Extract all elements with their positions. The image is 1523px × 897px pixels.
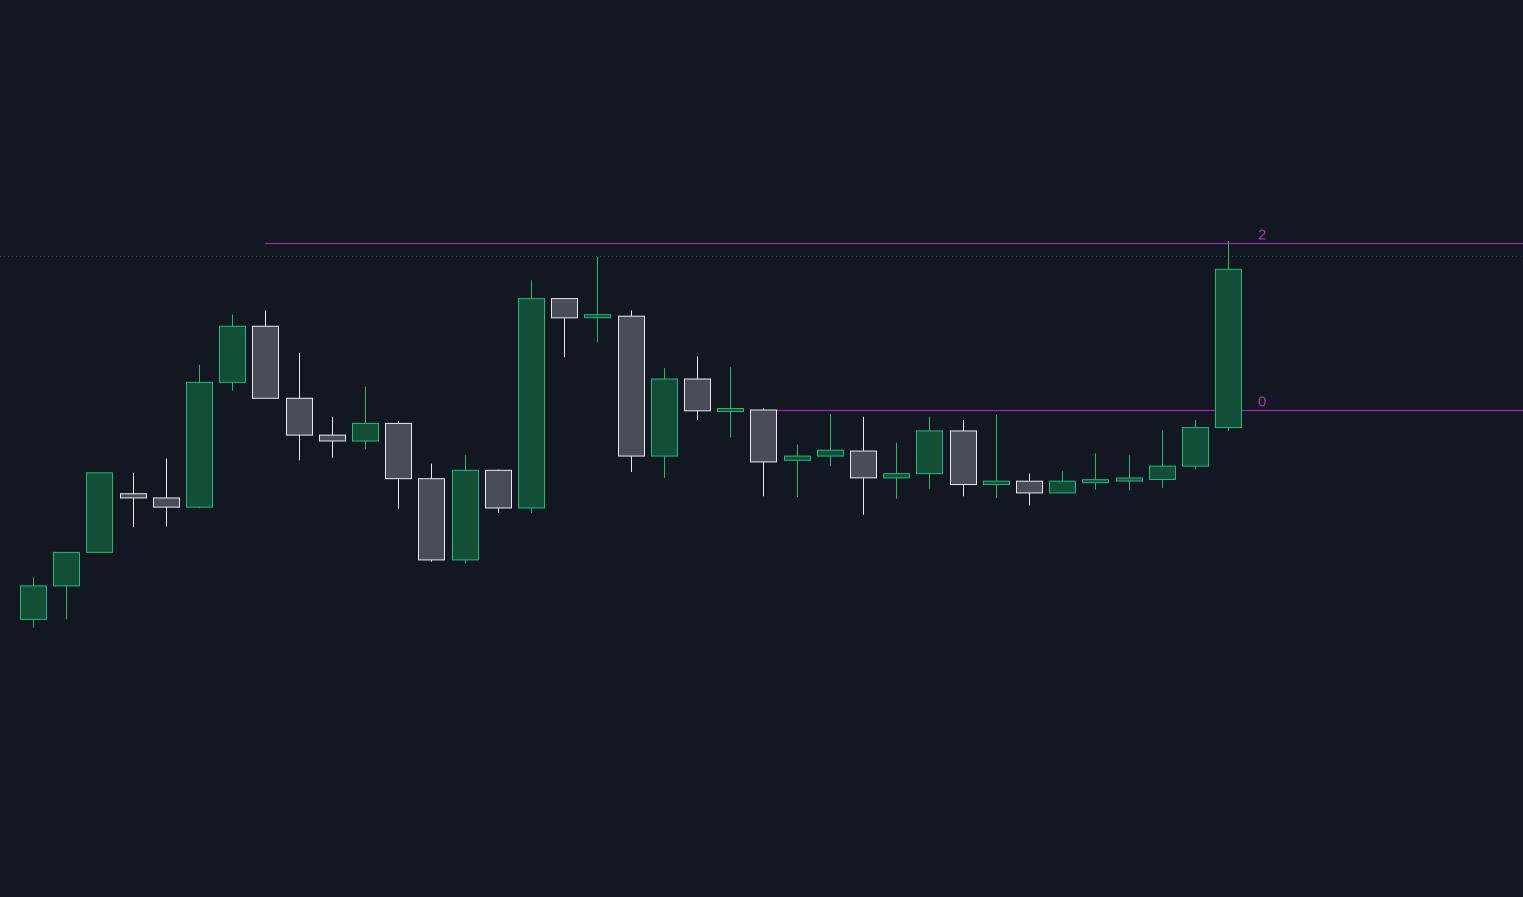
level-label-0: 0 <box>1258 394 1266 411</box>
candle <box>983 415 1010 498</box>
candle-body <box>219 325 246 383</box>
candle <box>850 416 877 515</box>
candle <box>551 298 578 358</box>
candle-body <box>53 551 80 587</box>
candle-body <box>883 473 910 479</box>
candle <box>153 458 180 527</box>
candle <box>252 310 279 399</box>
candle-body <box>651 378 678 457</box>
candle-body <box>518 298 545 509</box>
candle <box>684 356 711 421</box>
candle-body <box>1215 268 1242 429</box>
candle <box>20 577 47 628</box>
candle-body <box>252 325 279 399</box>
candle <box>286 353 313 461</box>
candle-body <box>319 434 346 442</box>
candle-body <box>120 493 147 499</box>
candle <box>418 463 445 562</box>
candle-body <box>584 314 611 319</box>
candle <box>1049 471 1076 494</box>
candle <box>120 472 147 528</box>
candle-body <box>750 409 777 463</box>
candle-body <box>86 472 113 553</box>
candle-body <box>916 430 943 475</box>
candle-body <box>618 315 645 457</box>
candle <box>385 420 412 509</box>
candle <box>53 551 80 620</box>
candle <box>1182 420 1209 470</box>
candle <box>950 420 977 497</box>
candle-body <box>352 422 379 442</box>
candle <box>186 364 213 508</box>
candle <box>1016 473 1043 506</box>
candle <box>1215 240 1242 431</box>
candle <box>750 408 777 497</box>
candle-body <box>983 480 1010 486</box>
candle <box>1149 430 1176 488</box>
candles <box>20 240 1242 628</box>
level-label-2: 2 <box>1258 227 1266 244</box>
candle <box>485 469 512 514</box>
candle-body <box>485 469 512 509</box>
candle-body <box>717 408 744 412</box>
candle-body <box>1116 477 1143 482</box>
candle <box>319 416 346 458</box>
candle <box>1116 455 1143 491</box>
candle-body <box>452 469 479 561</box>
candle-body <box>153 497 180 508</box>
candle <box>1082 453 1109 490</box>
candle-body <box>20 585 47 620</box>
candle-body <box>784 455 811 461</box>
candle-body <box>1082 479 1109 484</box>
level-lines: 20 <box>265 227 1523 412</box>
candle <box>817 414 844 467</box>
candle <box>651 368 678 478</box>
candle-body <box>817 449 844 457</box>
candle <box>618 310 645 472</box>
candle-body <box>286 397 313 436</box>
candle <box>916 416 943 489</box>
candle-body <box>850 450 877 479</box>
candle-body <box>1182 427 1209 467</box>
candle-body <box>385 422 412 480</box>
candle-body <box>1049 480 1076 494</box>
candle-body <box>1149 465 1176 481</box>
candle-body <box>418 478 445 561</box>
candle-body <box>684 378 711 412</box>
candle-body <box>551 298 578 319</box>
candle <box>86 472 113 553</box>
candle <box>518 280 545 514</box>
candle <box>584 256 611 343</box>
candle <box>219 314 246 391</box>
candle <box>452 455 479 564</box>
candle-body <box>186 381 213 508</box>
candle <box>717 367 744 438</box>
candle <box>352 386 379 450</box>
candle-body <box>950 430 977 486</box>
candle <box>784 444 811 498</box>
candle-body <box>1016 480 1043 494</box>
candle <box>883 442 910 499</box>
